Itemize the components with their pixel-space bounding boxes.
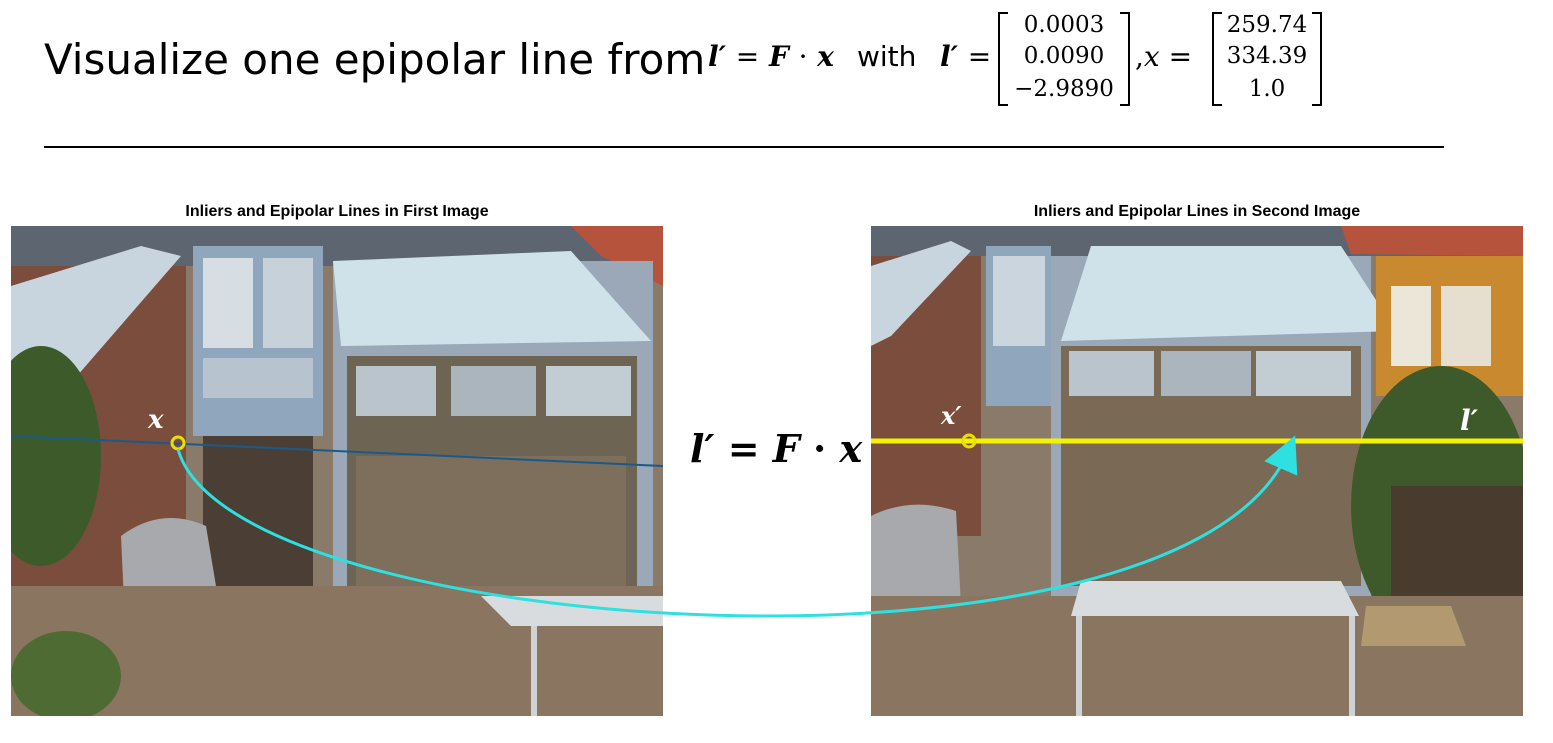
bracket-right <box>1120 12 1130 106</box>
slide-title: Visualize one epipolar line from <box>44 35 706 84</box>
center-eq-equals: = <box>727 426 760 471</box>
center-eq-dot: · <box>813 426 827 471</box>
x-equals: = <box>1168 40 1193 73</box>
comma: , <box>1135 40 1144 73</box>
lprime-symbol: l′ <box>940 40 959 73</box>
bracket-right <box>1312 12 1322 106</box>
x-vector-entry: 1.0 <box>1248 76 1286 102</box>
point-xprime-marker <box>961 433 977 449</box>
divider-line <box>44 146 1444 148</box>
x-vector-entry: 259.74 <box>1226 12 1308 38</box>
with-word: with <box>857 40 917 73</box>
first-image <box>11 226 663 716</box>
point-xprime-label: x′ <box>940 401 962 430</box>
first-image-epipolar-line <box>10 435 664 467</box>
center-eq-lprime: l′ <box>690 426 715 471</box>
x-assign: ,x = <box>1135 40 1192 73</box>
mapping-arrow <box>176 435 1298 618</box>
x-vector-entry: 334.39 <box>1226 43 1308 69</box>
epipolar-line-label: l′ <box>1460 404 1479 437</box>
eq-equals: = <box>735 40 760 73</box>
lprime-equals: = <box>967 40 992 73</box>
equation-main: l′ = F · x <box>708 40 834 73</box>
bracket-left <box>998 12 1008 106</box>
eq-F: F <box>769 40 789 73</box>
left-image-caption: Inliers and Epipolar Lines in First Imag… <box>185 203 489 220</box>
x-vector: 259.74 334.39 1.0 <box>1212 12 1322 106</box>
eq-dot: · <box>798 40 808 73</box>
lprime-assign: l′ = <box>940 40 991 73</box>
eq-x: x <box>817 40 834 73</box>
x-symbol: x <box>1143 40 1160 73</box>
lprime-vector-entry: 0.0090 <box>1023 43 1105 69</box>
point-x-label: x <box>147 405 164 435</box>
lprime-vector-entry: −2.9890 <box>1014 76 1114 102</box>
lprime-vector-entry: 0.0003 <box>1023 12 1105 38</box>
center-eq-F: F <box>772 426 800 471</box>
bracket-left <box>1212 12 1222 106</box>
eq-lprime: l′ <box>708 40 727 73</box>
lprime-vector: 0.0003 0.0090 −2.9890 <box>998 12 1130 106</box>
center-eq-x: x <box>839 426 863 471</box>
second-image <box>871 226 1523 716</box>
center-equation: l′ = F · x <box>690 426 862 471</box>
right-image-caption: Inliers and Epipolar Lines in Second Ima… <box>1033 203 1361 220</box>
